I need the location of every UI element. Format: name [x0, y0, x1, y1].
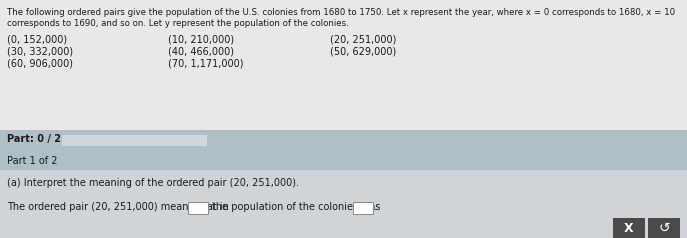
- Text: ↺: ↺: [658, 221, 670, 235]
- Text: The following ordered pairs give the population of the U.S. colonies from 1680 t: The following ordered pairs give the pop…: [7, 8, 675, 17]
- Text: (10, 210,000): (10, 210,000): [168, 34, 234, 44]
- Text: (70, 1,171,000): (70, 1,171,000): [168, 58, 243, 68]
- Text: (40, 466,000): (40, 466,000): [168, 46, 234, 56]
- FancyBboxPatch shape: [0, 170, 687, 238]
- Text: The ordered pair (20, 251,000) means that in: The ordered pair (20, 251,000) means tha…: [7, 202, 229, 212]
- FancyBboxPatch shape: [648, 218, 680, 238]
- Text: (a) Interpret the meaning of the ordered pair (20, 251,000).: (a) Interpret the meaning of the ordered…: [7, 178, 299, 188]
- FancyBboxPatch shape: [0, 0, 687, 130]
- Text: (20, 251,000): (20, 251,000): [330, 34, 396, 44]
- FancyBboxPatch shape: [0, 130, 687, 152]
- FancyBboxPatch shape: [0, 152, 687, 170]
- Text: (0, 152,000): (0, 152,000): [7, 34, 67, 44]
- Text: X: X: [624, 222, 634, 234]
- Text: corresponds to 1690, and so on. Let y represent the population of the colonies.: corresponds to 1690, and so on. Let y re…: [7, 19, 349, 28]
- FancyBboxPatch shape: [62, 135, 207, 146]
- FancyBboxPatch shape: [613, 218, 645, 238]
- Text: (60, 906,000): (60, 906,000): [7, 58, 73, 68]
- Text: Part: 0 / 2: Part: 0 / 2: [7, 134, 61, 144]
- Text: Part 1 of 2: Part 1 of 2: [7, 156, 58, 166]
- FancyBboxPatch shape: [353, 202, 373, 214]
- FancyBboxPatch shape: [188, 202, 208, 214]
- Text: (50, 629,000): (50, 629,000): [330, 46, 396, 56]
- Text: .: .: [374, 202, 377, 212]
- Text: (30, 332,000): (30, 332,000): [7, 46, 73, 56]
- Text: the population of the colonies was: the population of the colonies was: [212, 202, 381, 212]
